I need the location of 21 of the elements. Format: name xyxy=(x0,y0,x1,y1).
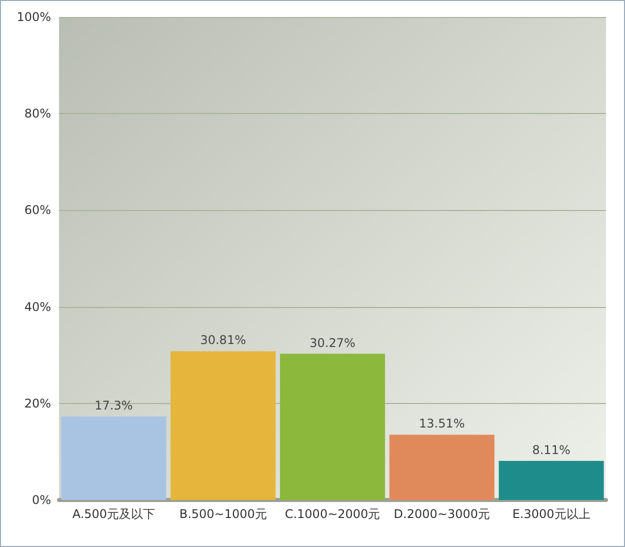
y-tick-label: 60% xyxy=(24,203,51,218)
data-label: 17.3% xyxy=(94,398,133,412)
x-tick-label: A.500元及以下 xyxy=(72,507,156,521)
data-label: 13.51% xyxy=(419,416,465,431)
x-tick-label: E.3000元以上 xyxy=(512,507,590,521)
y-tick-label: 0% xyxy=(32,493,51,507)
y-tick-label: 80% xyxy=(24,106,51,121)
data-label: 30.81% xyxy=(200,333,246,348)
bar xyxy=(170,351,276,500)
bar xyxy=(389,434,494,500)
data-label: 30.27% xyxy=(310,336,356,350)
bar xyxy=(498,460,604,500)
y-tick-label: 100% xyxy=(16,10,51,24)
x-tick-label: C.1000~2000元 xyxy=(284,507,380,521)
y-tick-label: 20% xyxy=(24,396,51,410)
bar xyxy=(280,354,386,500)
x-tick-label: D.2000~3000元 xyxy=(394,507,490,521)
y-tick-label: 40% xyxy=(24,300,51,314)
data-label: 8.11% xyxy=(532,442,570,457)
bar xyxy=(61,416,166,500)
x-tick-label: B.500~1000元 xyxy=(179,507,267,521)
